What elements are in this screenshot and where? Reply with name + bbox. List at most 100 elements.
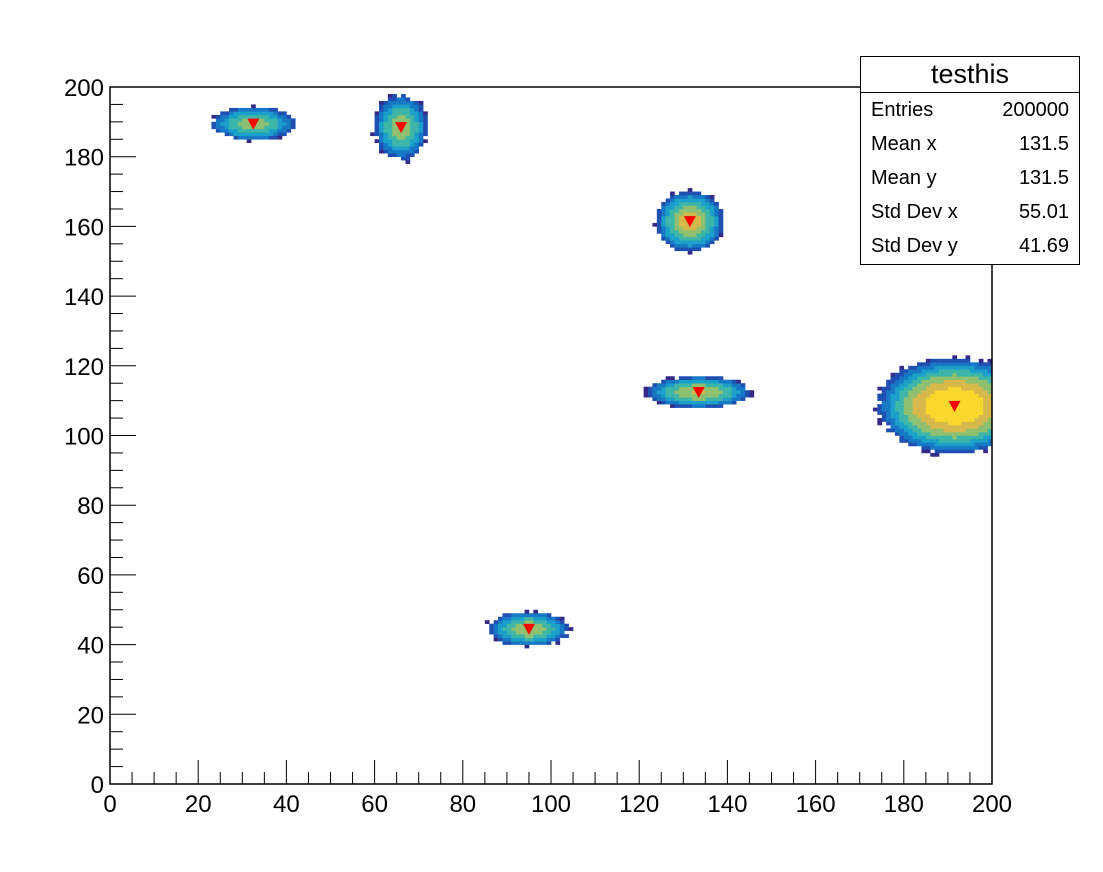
- heatmap-cell: [546, 620, 552, 624]
- heatmap-cell: [947, 418, 953, 422]
- heatmap-cell: [683, 404, 689, 408]
- heatmap-cell: [277, 111, 283, 116]
- heatmap-cell: [947, 390, 953, 394]
- heatmap-cell: [947, 393, 953, 398]
- heatmap-cell: [978, 369, 984, 374]
- heatmap-cell: [670, 208, 675, 213]
- heatmap-cell: [899, 379, 905, 384]
- heatmap-cell: [925, 449, 931, 454]
- heatmap-cell: [956, 379, 962, 384]
- heatmap-cell: [692, 226, 697, 231]
- heatmap-cell: [886, 379, 891, 384]
- heatmap-cell: [692, 195, 697, 199]
- heatmap-cell: [903, 369, 909, 374]
- heatmap-cell: [273, 125, 278, 130]
- heatmap-cell: [224, 111, 230, 116]
- heatmap-cell: [956, 376, 962, 381]
- heatmap-cell: [956, 372, 962, 377]
- heatmap-cell: [899, 407, 905, 412]
- heatmap-cell: [520, 637, 525, 642]
- heatmap-cell: [894, 407, 900, 412]
- heatmap-cell: [952, 438, 958, 443]
- heatmap-cell: [956, 425, 962, 429]
- heatmap-cell: [551, 627, 556, 631]
- heatmap-cell: [520, 613, 525, 618]
- heatmap-cell: [383, 104, 389, 109]
- heatmap-cell: [692, 397, 697, 401]
- heatmap-cell: [908, 418, 913, 422]
- heatmap-cell: [965, 407, 971, 412]
- heatmap-cell: [387, 142, 393, 147]
- heatmap-cell: [934, 362, 940, 367]
- heatmap-cell: [969, 365, 975, 370]
- heatmap-cell: [718, 212, 724, 217]
- heatmap-cell: [947, 365, 953, 370]
- heatmap-cell: [974, 390, 980, 394]
- heatmap-cell: [930, 435, 935, 440]
- heatmap-cell: [687, 404, 693, 408]
- heatmap-cell: [969, 376, 975, 381]
- heatmap-cell: [921, 407, 927, 412]
- heatmap-cell: [978, 379, 984, 384]
- heatmap-cell: [277, 135, 283, 140]
- heatmap-cell: [511, 641, 517, 645]
- heatmap-cell: [903, 435, 909, 440]
- heatmap-cell: [674, 400, 680, 405]
- heatmap-cell: [700, 236, 706, 241]
- heatmap-cell: [520, 616, 525, 621]
- heatmap-cell: [233, 121, 239, 126]
- heatmap-cell: [405, 160, 411, 164]
- heatmap-cell: [683, 236, 689, 241]
- heatmap-cell: [965, 438, 971, 443]
- heatmap-cell: [709, 205, 715, 210]
- heatmap-cell: [409, 139, 415, 144]
- heatmap-cell: [934, 421, 940, 426]
- heatmap-cell: [709, 226, 715, 231]
- heatmap-cell: [709, 383, 715, 388]
- stats-row-mean-y: Mean y 131.5: [861, 161, 1079, 195]
- heatmap-cell: [714, 208, 719, 213]
- heatmap-cell: [956, 358, 962, 363]
- heatmap-cell: [678, 393, 684, 398]
- heatmap-cell: [939, 445, 944, 450]
- heatmap-cell: [718, 397, 724, 401]
- heatmap-cell: [714, 202, 719, 206]
- heatmap-cell: [383, 142, 389, 147]
- heatmap-cell: [965, 428, 971, 433]
- heatmap-cell: [894, 376, 900, 381]
- heatmap-cell: [661, 229, 666, 234]
- heatmap-cell: [418, 100, 424, 105]
- heatmap-cell: [881, 418, 887, 422]
- heatmap-cell: [268, 135, 274, 140]
- heatmap-cell: [656, 222, 662, 227]
- heatmap-cell: [700, 240, 706, 245]
- heatmap-cell: [947, 379, 953, 384]
- heatmap-cell: [537, 613, 543, 618]
- heatmap-cell: [956, 411, 962, 415]
- heatmap-cell: [515, 637, 521, 642]
- heatmap-cell: [961, 411, 966, 415]
- heatmap-cell: [961, 425, 966, 429]
- heatmap-cell: [969, 414, 975, 419]
- heatmap-cell: [665, 383, 671, 388]
- heatmap-cell: [229, 121, 234, 126]
- heatmap-cell: [925, 418, 931, 422]
- x-tick-label: 60: [361, 791, 388, 818]
- heatmap-cell: [515, 616, 521, 621]
- heatmap-cell: [705, 243, 711, 248]
- heatmap-cell: [934, 442, 940, 447]
- heatmap-cell: [934, 379, 940, 384]
- heatmap-cell: [961, 383, 966, 388]
- heatmap-cell: [229, 125, 234, 130]
- heatmap-cell: [903, 438, 909, 443]
- heatmap-cell: [987, 421, 993, 426]
- heatmap-cell: [974, 445, 980, 450]
- heatmap-cell: [921, 383, 927, 388]
- heatmap-cell: [524, 616, 530, 621]
- heatmap-cell: [947, 404, 953, 408]
- heatmap-cell: [374, 139, 380, 144]
- heatmap-cell: [930, 425, 935, 429]
- heatmap-cell: [687, 383, 693, 388]
- heatmap-cell: [674, 219, 680, 224]
- heatmap-cell: [925, 442, 931, 447]
